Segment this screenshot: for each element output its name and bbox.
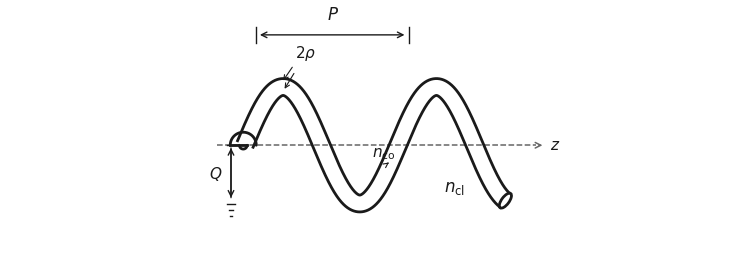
Ellipse shape <box>499 193 511 208</box>
Text: $2\rho$: $2\rho$ <box>296 44 316 63</box>
Text: $n_{\rm co}$: $n_{\rm co}$ <box>372 146 396 162</box>
Text: P: P <box>328 6 337 24</box>
Text: Q: Q <box>210 167 222 182</box>
Text: $n_{\rm cl}$: $n_{\rm cl}$ <box>445 179 465 197</box>
Text: z: z <box>550 138 558 153</box>
